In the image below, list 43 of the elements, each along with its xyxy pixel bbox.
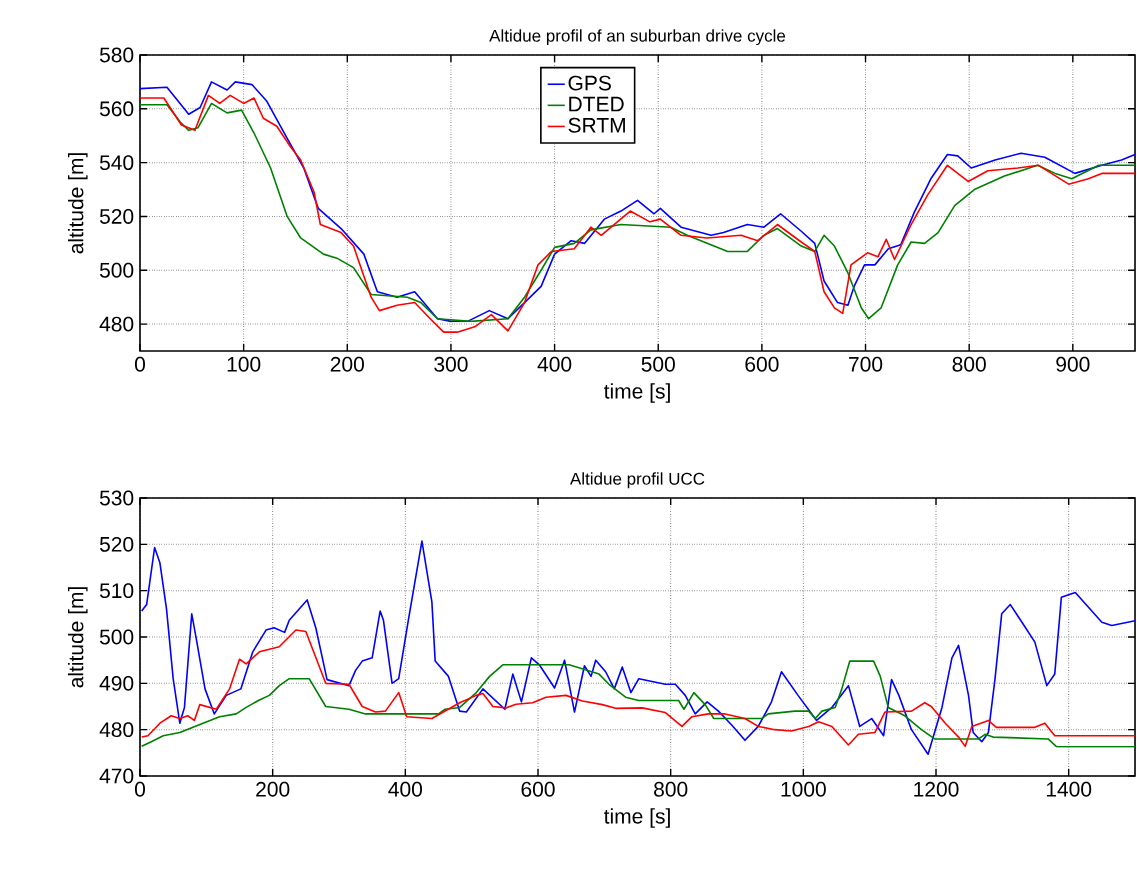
x-tick-label: 1000	[781, 781, 826, 797]
y-tick-label: 510	[99, 583, 134, 599]
line-series	[140, 629, 1136, 748]
x-tick-label: 500	[641, 356, 675, 372]
x-axis-title: time [s]	[603, 383, 670, 403]
x-axis-title: time [s]	[603, 808, 670, 828]
x-tick-label: 300	[434, 356, 468, 372]
x-tick-label: 900	[1056, 356, 1090, 372]
y-tick-label: 470	[99, 768, 134, 784]
y-tick-label: 520	[99, 209, 134, 224]
x-tick-label: 600	[745, 356, 779, 372]
chart-title: Altidue profil of an suburban drive cycle	[489, 29, 786, 46]
y-tick-label: 520	[99, 536, 134, 552]
y-tick-label: 480	[99, 722, 134, 738]
x-tick-label: 800	[654, 781, 688, 797]
x-tick-label: 800	[952, 356, 986, 372]
x-tick-label: 600	[521, 781, 555, 797]
x-tick-label: 1400	[1046, 781, 1092, 797]
x-tick-label: 200	[330, 356, 364, 372]
x-tick-label: 400	[537, 356, 572, 372]
x-tick-label: 200	[256, 781, 290, 797]
y-tick-label: 530	[99, 490, 134, 506]
y-tick-label: 560	[99, 101, 134, 117]
y-tick-label: 500	[99, 262, 134, 278]
line-series	[140, 540, 1136, 756]
x-tick-label: 700	[849, 356, 883, 372]
legend-label: GPS	[568, 75, 611, 91]
y-tick-label: 490	[99, 675, 134, 691]
y-tick-label: 540	[99, 155, 134, 171]
legend-label: SRTM	[568, 117, 625, 133]
legend-label: DTED	[569, 96, 624, 112]
x-tick-label: 100	[227, 356, 261, 372]
x-tick-label: 0	[134, 781, 146, 797]
x-tick-label: 1200	[914, 781, 959, 797]
y-tick-label: 500	[99, 629, 134, 645]
x-tick-label: 400	[388, 781, 423, 797]
line-series	[140, 660, 1136, 748]
y-axis-title: altitude [m]	[67, 587, 88, 688]
y-tick-label: 480	[99, 316, 134, 332]
chart-title: Altidue profil UCC	[569, 472, 705, 489]
y-tick-label: 580	[99, 47, 134, 63]
y-axis-title: altitude [m]	[67, 153, 88, 254]
x-tick-label: 0	[134, 356, 146, 372]
